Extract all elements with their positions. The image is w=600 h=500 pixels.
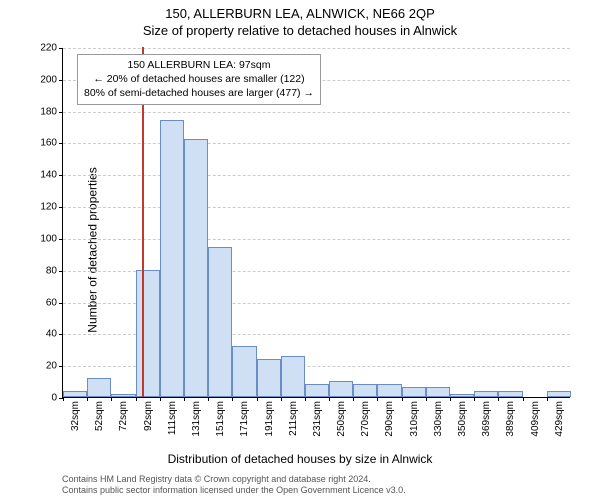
histogram-bar [402, 387, 426, 397]
annotation-larger: 80% of semi-detached houses are larger (… [84, 86, 314, 100]
x-tick-mark [377, 397, 378, 401]
histogram-bar [377, 384, 401, 397]
annotation-box: 150 ALLERBURN LEA: 97sqm ← 20% of detach… [77, 54, 321, 105]
x-tick-mark [353, 397, 354, 401]
x-tick-label: 191sqm [260, 397, 275, 437]
x-tick-label: 211sqm [284, 397, 299, 436]
annotation-property: 150 ALLERBURN LEA: 97sqm [84, 58, 314, 72]
x-tick-mark [329, 397, 330, 401]
footnote: Contains HM Land Registry data © Crown c… [62, 474, 406, 497]
x-tick-label: 171sqm [235, 397, 250, 437]
plot-area: 02040608010012014016018020022032sqm52sqm… [62, 48, 570, 398]
x-tick-mark [426, 397, 427, 401]
x-tick-mark [160, 397, 161, 401]
x-tick-label: 231sqm [308, 397, 323, 437]
x-tick-label: 111sqm [163, 397, 178, 435]
x-tick-mark [547, 397, 548, 401]
y-tick-label: 20 [46, 361, 63, 372]
histogram-bar [305, 384, 329, 397]
y-tick-label: 40 [46, 329, 63, 340]
footnote-line2: Contains public sector information licen… [62, 485, 406, 496]
y-tick-label: 80 [46, 265, 63, 276]
y-tick-label: 180 [40, 106, 63, 117]
y-tick-label: 60 [46, 297, 63, 308]
y-tick-label: 200 [40, 74, 63, 85]
y-tick-label: 140 [40, 170, 63, 181]
x-tick-mark [136, 397, 137, 401]
x-tick-label: 409sqm [526, 397, 541, 437]
footnote-line1: Contains HM Land Registry data © Crown c… [62, 474, 406, 485]
annotation-smaller: ← 20% of detached houses are smaller (12… [84, 72, 314, 86]
x-tick-mark [63, 397, 64, 401]
x-tick-label: 350sqm [453, 397, 468, 437]
x-tick-label: 250sqm [332, 397, 347, 437]
page-title-address: 150, ALLERBURN LEA, ALNWICK, NE66 2QP [0, 0, 600, 21]
histogram-bar [281, 356, 305, 397]
x-tick-label: 389sqm [501, 397, 516, 437]
x-tick-label: 131sqm [187, 397, 202, 437]
x-tick-mark [184, 397, 185, 401]
x-tick-label: 32sqm [66, 397, 81, 431]
y-tick-label: 120 [40, 202, 63, 213]
x-tick-mark [474, 397, 475, 401]
grid-line [63, 239, 570, 240]
histogram-bar [232, 346, 256, 397]
x-tick-label: 92sqm [139, 397, 154, 431]
x-tick-label: 290sqm [380, 397, 395, 437]
x-tick-label: 151sqm [211, 397, 226, 437]
y-tick-label: 220 [40, 43, 63, 54]
page-subtitle: Size of property relative to detached ho… [0, 21, 600, 38]
histogram-bar [208, 247, 232, 397]
histogram-bar [184, 139, 208, 397]
x-tick-label: 369sqm [477, 397, 492, 437]
grid-line [63, 207, 570, 208]
x-tick-mark [498, 397, 499, 401]
grid-line [63, 112, 570, 113]
x-tick-mark [87, 397, 88, 401]
histogram-chart: 02040608010012014016018020022032sqm52sqm… [62, 48, 570, 398]
x-tick-label: 72sqm [114, 397, 129, 431]
grid-line [63, 48, 570, 49]
y-tick-label: 0 [51, 393, 63, 404]
x-tick-mark [111, 397, 112, 401]
grid-line [63, 175, 570, 176]
x-tick-label: 429sqm [550, 397, 565, 437]
histogram-bar [426, 387, 450, 397]
x-tick-mark [305, 397, 306, 401]
x-tick-mark [402, 397, 403, 401]
histogram-bar [136, 270, 160, 397]
grid-line [63, 143, 570, 144]
histogram-bar [160, 120, 184, 397]
x-tick-mark [208, 397, 209, 401]
x-tick-label: 52sqm [90, 397, 105, 431]
x-tick-mark [232, 397, 233, 401]
histogram-bar [87, 378, 111, 397]
x-tick-mark [257, 397, 258, 401]
x-tick-mark [450, 397, 451, 401]
histogram-bar [257, 359, 281, 397]
x-tick-label: 330sqm [429, 397, 444, 437]
y-tick-label: 160 [40, 138, 63, 149]
x-tick-label: 310sqm [405, 397, 420, 437]
histogram-bar [353, 384, 377, 397]
y-tick-label: 100 [40, 233, 63, 244]
x-tick-mark [523, 397, 524, 401]
x-tick-label: 270sqm [356, 397, 371, 437]
histogram-bar [329, 381, 353, 397]
x-axis-label: Distribution of detached houses by size … [0, 452, 600, 466]
x-tick-mark [281, 397, 282, 401]
